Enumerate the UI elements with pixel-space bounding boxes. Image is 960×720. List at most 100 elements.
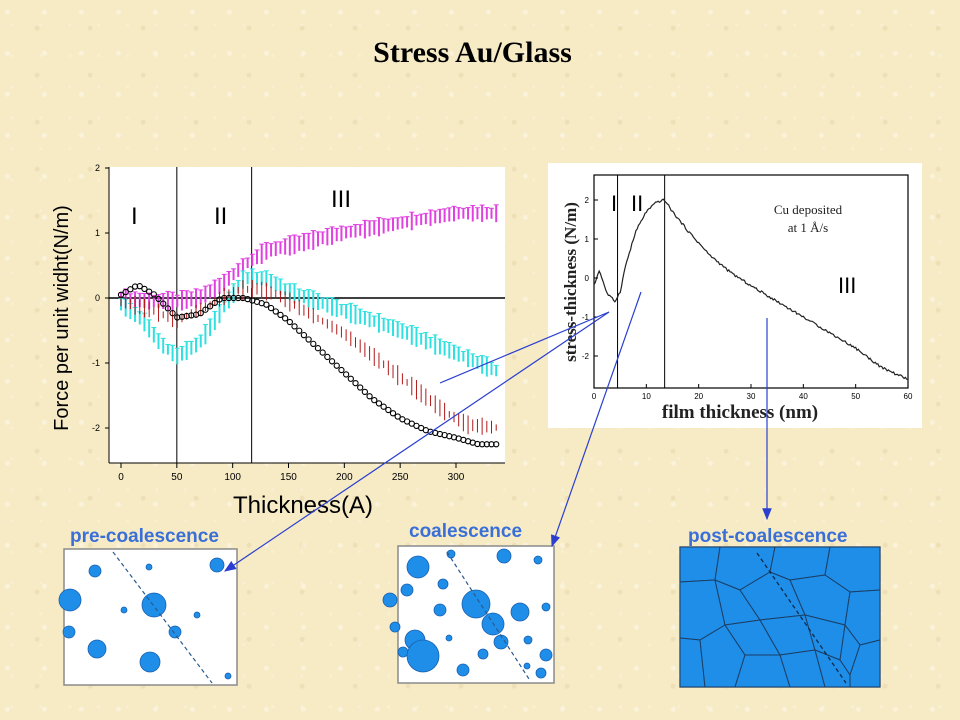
left-data-point-black: [310, 340, 317, 347]
right-x-tick-label: 50: [851, 392, 860, 401]
coal-island: [456, 663, 470, 677]
left-data-point-black: [277, 311, 284, 319]
right-y-tick-label: -1: [582, 313, 590, 322]
pre-island: [209, 557, 225, 573]
post-grain: [769, 546, 831, 581]
right-y-tick-label: -2: [582, 352, 590, 361]
right-region-label-2: II: [631, 191, 643, 216]
left-x-tick-label: 300: [448, 472, 465, 483]
left-data-point-black: [324, 353, 331, 361]
slide-title: Stress Au/Glass: [373, 36, 572, 69]
right-y-axis-label: stress-thickness (N/m): [561, 202, 580, 362]
coal-island: [445, 634, 453, 642]
left-data-point-black: [375, 400, 383, 407]
left-x-tick-label: 200: [336, 472, 353, 483]
coal-island: [433, 603, 447, 617]
right-x-tick-label: 10: [642, 392, 651, 401]
right-region-label-1: I: [611, 191, 617, 216]
panel-post-coalescence: post-coalescence: [679, 526, 881, 688]
pre-island: [145, 563, 153, 571]
left-data-point-black: [122, 288, 129, 296]
post-grain: [679, 546, 721, 583]
left-x-tick-label: 250: [392, 472, 409, 483]
left-data-point-black: [272, 308, 279, 315]
left-data-point-black: [263, 301, 270, 308]
left-y-tick-label: -1: [92, 358, 100, 368]
pre-island: [62, 625, 76, 639]
left-data-point-black: [328, 358, 336, 365]
left-data-point-black: [366, 393, 373, 400]
left-data-point-black: [155, 295, 162, 302]
left-region-label-3: III: [331, 186, 351, 213]
left-data-point-black: [394, 413, 401, 420]
left-data-point-black: [300, 331, 308, 339]
left-data-point-black: [333, 362, 340, 369]
coal-island: [389, 621, 401, 633]
right-y-tick-label: 1: [585, 235, 590, 244]
coal-island: [523, 635, 533, 645]
left-data-point-black: [385, 406, 392, 414]
left-data-point-black: [145, 288, 153, 295]
left-region-label-1: I: [131, 203, 138, 230]
coal-island: [493, 634, 509, 650]
pre-island: [139, 651, 161, 673]
left-x-tick-label: 150: [280, 472, 297, 483]
panel-pre-dashed-line: [112, 551, 213, 684]
pre-island: [88, 564, 102, 578]
left-data-point-black: [127, 286, 134, 293]
left-y-tick-label: 1: [95, 228, 100, 238]
pre-island: [168, 625, 182, 639]
pre-island: [87, 639, 107, 659]
left-series-red: [120, 280, 497, 435]
post-grain: [814, 649, 851, 688]
left-data-point-black: [211, 299, 218, 307]
left-data-point-black: [389, 410, 397, 417]
left-data-point-black: [305, 336, 312, 343]
coal-island: [397, 646, 409, 658]
panel-pre-title: pre-coalescence: [70, 526, 219, 547]
coal-island: [496, 548, 512, 564]
left-data-point-black: [267, 304, 275, 312]
coal-island: [510, 602, 530, 622]
left-data-point-black: [380, 403, 387, 410]
left-y-tick-label: 0: [95, 293, 100, 303]
left-data-point-black: [347, 375, 354, 382]
coal-island: [523, 662, 531, 670]
post-grain: [849, 639, 881, 688]
left-data-point-black: [202, 306, 209, 313]
left-data-point-black: [338, 366, 345, 374]
right-x-tick-label: 30: [747, 392, 756, 401]
coal-island: [406, 639, 440, 673]
right-chart: 0 10 20 30 40 50 60 -2 -1 0 1 2 I II III Cu deposit…: [548, 163, 922, 428]
arrow-to-left-chart: [439, 311, 610, 384]
left-data-point-black: [286, 318, 293, 326]
arrow-to-pre-coalescence: [224, 311, 610, 572]
panel-post-dashed-line: [756, 552, 847, 684]
left-data-point-black: [136, 283, 143, 290]
panel-coal-title: coalescence: [409, 521, 522, 542]
left-region-label-2: II: [214, 203, 227, 230]
left-data-point-black: [141, 285, 148, 293]
panel-post-title: post-coalescence: [688, 526, 847, 547]
right-x-tick-label: 40: [799, 392, 808, 401]
coal-island: [535, 667, 547, 679]
arrow-to-coalescence: [551, 291, 642, 548]
coal-island: [382, 592, 398, 608]
coal-island: [406, 555, 430, 579]
left-data-point-black: [493, 441, 500, 448]
coal-island: [533, 555, 543, 565]
coal-island: [539, 648, 553, 662]
left-data-point-black: [319, 349, 326, 356]
left-data-point-black: [117, 291, 125, 298]
coal-island: [477, 648, 489, 660]
left-x-tick-label: 100: [224, 472, 241, 483]
pre-island: [193, 611, 201, 619]
right-x-axis-label: film thickness (nm): [662, 402, 818, 423]
left-y-tick-label: -2: [92, 423, 100, 433]
pre-island: [58, 588, 82, 612]
panel-pre-coalescence: pre-coalescence: [58, 526, 238, 686]
left-data-point-black: [150, 291, 157, 298]
right-x-tick-label: 60: [904, 392, 913, 401]
left-data-point-black: [197, 309, 204, 317]
